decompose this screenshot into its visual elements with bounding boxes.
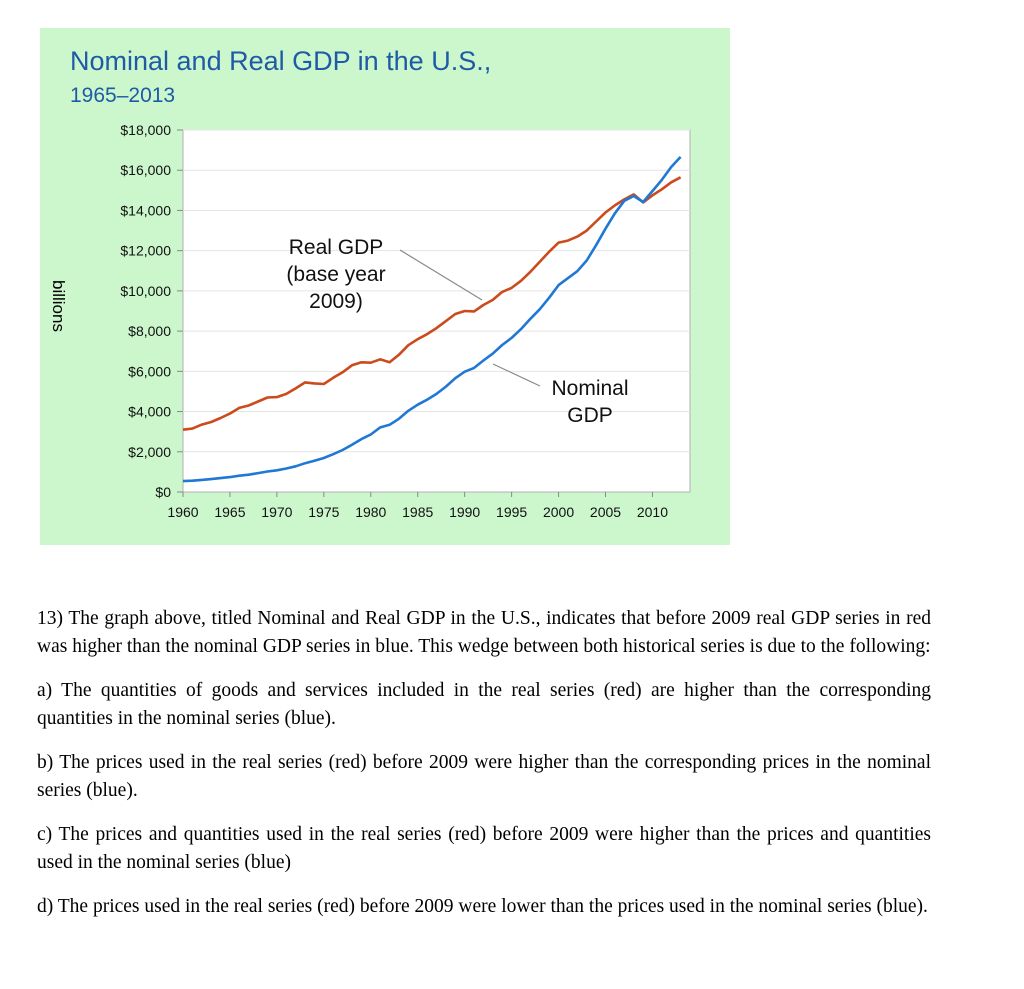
nominal-gdp-line	[182, 156, 682, 483]
y-tick-label: $10,000	[120, 283, 171, 299]
real-gdp-annotation-leader	[399, 249, 483, 301]
real-gdp-annotation: (base year	[286, 263, 385, 286]
plot-area	[182, 129, 691, 493]
x-tick-label: 2000	[543, 504, 574, 520]
answer-option-b[interactable]: b) The prices used in the real series (r…	[37, 752, 931, 801]
x-tick-label: 1970	[261, 504, 292, 520]
answer-option-a[interactable]: a) The quantities of goods and services …	[37, 680, 931, 729]
question-block: 13) The graph above, titled Nominal and …	[37, 605, 931, 937]
nominal-gdp-annotation: GDP	[567, 404, 613, 427]
real-gdp-annotation: Real GDP	[289, 236, 384, 259]
nominal-gdp-annotation: Nominal	[551, 377, 628, 400]
y-tick-label: $0	[155, 484, 171, 500]
y-tick-label: $2,000	[128, 444, 171, 460]
y-tick-label: $12,000	[120, 243, 171, 259]
y-tick-label: $4,000	[128, 404, 171, 420]
nominal-gdp-annotation-leader	[492, 363, 541, 387]
chart-subtitle: 1965–2013	[70, 84, 176, 107]
y-tick-label: $8,000	[128, 323, 171, 339]
answer-option-d[interactable]: d) The prices used in the real series (r…	[37, 896, 928, 917]
real-gdp-annotation: 2009)	[309, 290, 363, 313]
x-tick-label: 1975	[308, 504, 339, 520]
real-gdp-line	[182, 176, 682, 431]
x-tick-label: 2005	[590, 504, 621, 520]
x-tick-label: 1980	[355, 504, 386, 520]
x-tick-label: 1965	[214, 504, 245, 520]
question-stem: 13) The graph above, titled Nominal and …	[37, 608, 931, 657]
gdp-line-chart: $0 $2,000 $4,000 $6,000 $8,000 $10,000 $12,000…	[120, 122, 691, 520]
y-tick-label: $14,000	[120, 202, 171, 218]
y-tick-label: $6,000	[128, 363, 171, 379]
y-tick-label: $18,000	[120, 122, 171, 138]
answer-option-c[interactable]: c) The prices and quantities used in the…	[37, 824, 931, 873]
x-tick-label: 1960	[167, 504, 198, 520]
x-tick-label: 1985	[402, 504, 433, 520]
x-tick-label: 1995	[496, 504, 527, 520]
y-tick-label: $16,000	[120, 162, 171, 178]
x-tick-label: 1990	[449, 504, 480, 520]
x-tick-label: 2010	[637, 504, 668, 520]
chart-title: Nominal and Real GDP in the U.S.,	[70, 46, 492, 76]
